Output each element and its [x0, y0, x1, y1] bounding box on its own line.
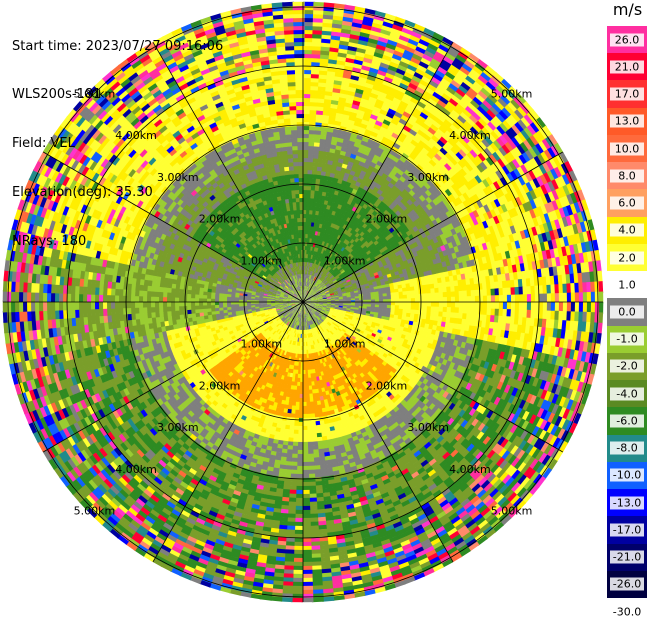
velocity-cell: [443, 292, 448, 298]
velocity-cell: [575, 302, 580, 313]
velocity-cell: [547, 302, 552, 312]
velocity-cell: [463, 302, 467, 309]
velocity-cell: [523, 302, 528, 311]
velocity-cell: [555, 302, 560, 312]
velocity-cell: [303, 2, 315, 7]
velocity-cell: [523, 286, 528, 295]
velocity-cell: [451, 302, 455, 308]
velocity-cell: [483, 289, 488, 297]
velocity-cell: [303, 70, 312, 75]
velocity-cell: [379, 296, 384, 299]
velocity-cell: [439, 292, 444, 298]
velocity-cell: [303, 102, 311, 107]
velocity-cell: [431, 302, 435, 307]
velocity-cell: [519, 287, 524, 296]
velocity-cell: [551, 302, 556, 312]
velocity-cell: [499, 302, 504, 310]
velocity-cell: [407, 294, 412, 299]
velocity-cell: [303, 170, 308, 174]
velocity-cell: [491, 302, 496, 310]
velocity-cell: [599, 302, 604, 314]
velocity-cell: [303, 34, 314, 39]
velocity-cell: [499, 288, 504, 296]
velocity-cell: [459, 291, 464, 298]
velocity-cell: [563, 302, 568, 313]
velocity-cell: [543, 302, 548, 312]
velocity-cell: [303, 138, 310, 142]
velocity-cell: [403, 295, 408, 299]
velocity-cell: [447, 292, 452, 298]
velocity-cell: [507, 288, 512, 296]
velocity-cell: [503, 288, 508, 296]
velocity-cell: [511, 302, 516, 311]
velocity-cell: [579, 302, 584, 313]
velocity-cell: [539, 302, 544, 312]
velocity-cell: [471, 302, 475, 309]
velocity-cell: [303, 62, 313, 66]
velocity-cell: [411, 294, 416, 299]
velocity-cell: [471, 290, 476, 297]
velocity-cell: [303, 98, 311, 103]
velocity-cell: [303, 86, 312, 91]
velocity-cell: [303, 30, 314, 35]
velocity-cell: [399, 302, 403, 306]
velocity-cell: [487, 289, 492, 297]
velocity-cell: [383, 296, 388, 300]
velocity-cell: [303, 10, 315, 15]
velocity-cell: [303, 58, 313, 63]
velocity-cell: [303, 46, 313, 51]
velocity-cell: [303, 90, 312, 95]
velocity-cell: [431, 293, 436, 298]
velocity-cell: [303, 38, 314, 43]
velocity-cell: [463, 291, 468, 298]
velocity-cell: [303, 118, 310, 122]
velocity-cell: [531, 302, 536, 311]
velocity-cell: [567, 302, 572, 313]
velocity-cell: [303, 130, 310, 134]
velocity-cell: [303, 106, 311, 111]
velocity-cell: [303, 202, 307, 206]
velocity-cell: [527, 302, 532, 311]
velocity-cell: [423, 293, 428, 298]
velocity-cell: [303, 82, 312, 87]
velocity-cell: [303, 78, 312, 83]
velocity-cell: [495, 302, 500, 310]
velocity-cell: [583, 302, 588, 313]
velocity-cell: [571, 302, 576, 313]
velocity-cell: [451, 291, 456, 297]
velocity-cell: [343, 299, 347, 301]
velocity-cell: [495, 288, 500, 296]
velocity-cell: [491, 289, 496, 297]
velocity-cell: [303, 18, 314, 23]
velocity-cell: [303, 42, 313, 47]
velocity-cell: [587, 302, 592, 314]
velocity-cell: [303, 74, 312, 79]
velocity-cell: [591, 302, 596, 314]
velocity-cell: [475, 290, 480, 297]
velocity-cell: [595, 302, 600, 314]
velocity-cell: [515, 302, 520, 311]
velocity-cell: [515, 287, 520, 296]
velocity-cell: [467, 290, 472, 297]
velocity-cell: [303, 26, 314, 31]
velocity-cell: [483, 302, 487, 309]
velocity-cell: [303, 6, 315, 11]
velocity-cell: [303, 22, 314, 27]
velocity-cell: [303, 50, 313, 55]
velocity-cell: [427, 293, 432, 298]
velocity-cell: [303, 54, 313, 59]
velocity-cell: [503, 302, 508, 310]
velocity-cell: [511, 287, 516, 296]
velocity-cell: [303, 14, 315, 19]
velocity-cell: [363, 298, 367, 301]
velocity-cell: [519, 302, 524, 311]
velocity-cell: [559, 302, 564, 312]
velocity-cell: [303, 110, 311, 115]
velocity-cell: [598, 281, 603, 293]
velocity-cell: [303, 150, 309, 154]
